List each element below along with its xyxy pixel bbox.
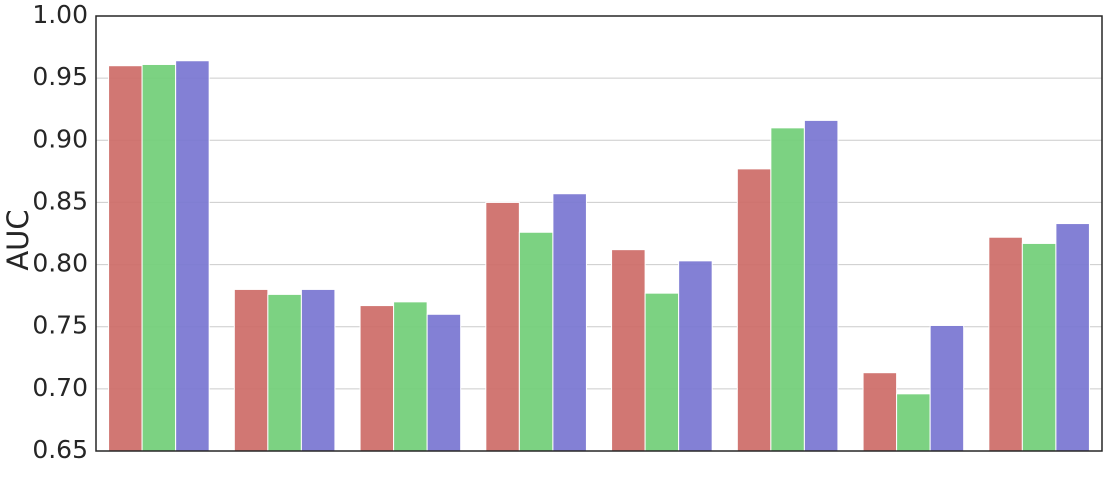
bar [1021, 242, 1057, 452]
bar [426, 313, 462, 452]
bar [393, 301, 428, 452]
plot-frame [95, 15, 1103, 452]
bar [929, 324, 965, 452]
y-tick-label: 0.70 [32, 373, 88, 402]
bar [736, 168, 772, 452]
bar [611, 249, 646, 452]
bar [267, 293, 302, 452]
bar [803, 119, 839, 452]
bar [770, 127, 805, 452]
y-axis-label: AUC [1, 209, 35, 270]
bar [359, 305, 395, 452]
bar [141, 63, 177, 452]
bar [988, 236, 1023, 452]
bar [896, 393, 931, 452]
y-tick-label: 0.80 [32, 249, 88, 278]
bar [233, 288, 269, 452]
bar [518, 231, 554, 452]
bar [108, 65, 143, 452]
bar [485, 201, 520, 452]
bar [300, 288, 336, 452]
y-tick-label: 0.65 [32, 435, 88, 464]
bar [678, 260, 713, 452]
bar [1055, 223, 1090, 452]
y-tick-label: 1.00 [32, 0, 88, 29]
bar [175, 60, 210, 452]
bar [552, 193, 587, 452]
bar [644, 292, 680, 452]
bar [862, 372, 898, 452]
y-tick-label: 0.90 [32, 124, 88, 153]
y-tick-label: 0.85 [32, 186, 88, 215]
y-tick-label: 0.75 [32, 311, 88, 340]
y-tick-label: 0.95 [32, 62, 88, 91]
